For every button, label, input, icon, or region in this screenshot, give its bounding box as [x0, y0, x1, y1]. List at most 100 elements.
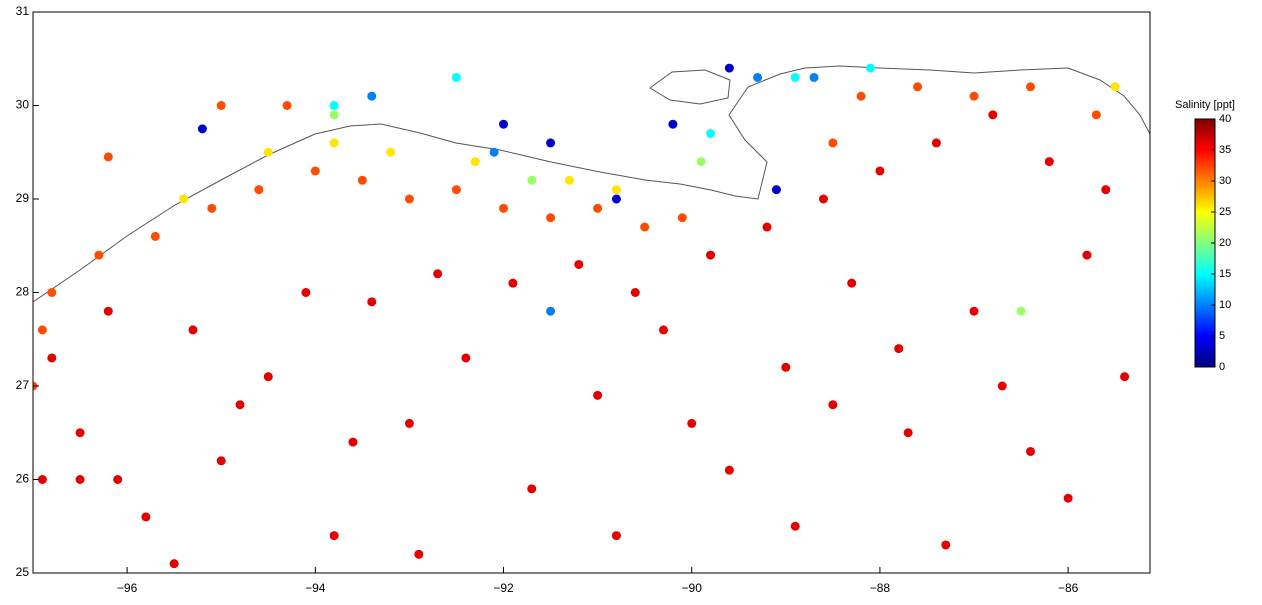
- sample-point: [574, 259, 584, 269]
- sample-point: [329, 101, 339, 110]
- sample-point: [386, 147, 396, 157]
- sample-point: [903, 428, 913, 438]
- sample-point: [75, 428, 85, 438]
- sample-point: [367, 297, 377, 307]
- sample-point: [668, 119, 678, 129]
- colorbar-tick-label: 15: [1219, 268, 1231, 280]
- sample-point: [696, 157, 706, 167]
- sample-point: [329, 138, 339, 148]
- sample-point: [1016, 306, 1026, 316]
- sample-point: [611, 194, 621, 204]
- sample-point: [969, 306, 979, 316]
- sample-point: [216, 456, 226, 466]
- sample-point: [254, 185, 264, 195]
- sample-point: [197, 124, 207, 134]
- sample-point: [611, 185, 621, 195]
- sample-point: [367, 91, 377, 101]
- sample-point: [47, 288, 57, 297]
- sample-point: [470, 157, 480, 167]
- sample-point: [1120, 372, 1130, 382]
- sample-point: [941, 540, 951, 550]
- sample-point: [451, 72, 461, 82]
- sample-point: [1025, 446, 1035, 456]
- sample-point: [790, 521, 800, 531]
- sample-point: [724, 63, 734, 73]
- colorbar-tick-label: 25: [1219, 206, 1231, 218]
- sample-point: [593, 203, 603, 213]
- y-tick-label: 29: [16, 191, 30, 205]
- sample-point: [527, 484, 537, 494]
- sample-point: [301, 288, 311, 297]
- lake-outline: [649, 69, 731, 105]
- sample-point: [527, 175, 537, 185]
- colorbar-tick-label: 0: [1219, 361, 1225, 373]
- colorbar-tick-label: 10: [1219, 299, 1231, 311]
- sample-point: [988, 110, 998, 120]
- sample-point: [37, 325, 47, 335]
- sample-point: [499, 119, 509, 129]
- sample-point: [263, 147, 273, 157]
- sample-point: [179, 194, 189, 204]
- x-tick-label: −86: [1058, 581, 1079, 595]
- y-tick-label: 28: [16, 285, 30, 299]
- y-tick-label: 31: [16, 4, 30, 18]
- sample-point: [969, 91, 979, 101]
- sample-point: [94, 250, 104, 260]
- sample-point: [818, 194, 828, 204]
- x-tick-label: −90: [682, 581, 703, 595]
- sample-point: [753, 72, 763, 82]
- sample-point: [875, 166, 885, 176]
- sample-point: [687, 418, 697, 428]
- sample-point: [451, 185, 461, 195]
- sample-point: [1091, 110, 1101, 120]
- y-tick-label: 25: [16, 565, 30, 579]
- sample-point: [762, 222, 772, 232]
- sample-point: [207, 203, 217, 213]
- sample-point: [433, 269, 443, 279]
- colorbar-label: Salinity [ppt]: [1175, 99, 1235, 111]
- sample-point: [828, 138, 838, 148]
- sample-point: [489, 147, 499, 157]
- x-tick-label: −92: [493, 581, 514, 595]
- sample-point: [216, 101, 226, 110]
- sample-point: [282, 101, 292, 110]
- sample-point: [997, 381, 1007, 391]
- sample-point: [1082, 250, 1092, 260]
- sample-point: [866, 63, 876, 73]
- sample-point: [593, 390, 603, 400]
- sample-point: [931, 138, 941, 148]
- colorbar-tick-label: 20: [1219, 237, 1231, 249]
- sample-point: [630, 288, 640, 297]
- sample-point: [1044, 157, 1054, 167]
- sample-point: [640, 222, 650, 232]
- sample-point: [103, 152, 113, 162]
- sample-point: [414, 549, 424, 559]
- sample-point: [263, 372, 273, 382]
- sample-point: [706, 129, 716, 139]
- x-tick-label: −96: [117, 581, 138, 595]
- sample-point: [546, 138, 556, 148]
- sample-point: [1025, 82, 1035, 92]
- colorbar-tick-label: 40: [1219, 113, 1231, 125]
- sample-point: [564, 175, 574, 185]
- coastline: [33, 65, 1150, 303]
- sample-point: [150, 231, 160, 241]
- sample-point: [404, 418, 414, 428]
- sample-point: [461, 353, 471, 363]
- colorbar-tick-label: 5: [1219, 330, 1225, 342]
- sample-point: [103, 306, 113, 316]
- y-tick-label: 26: [16, 472, 30, 486]
- sample-point: [809, 72, 819, 82]
- colorbar-tick-label: 35: [1219, 144, 1231, 156]
- x-tick-label: −94: [305, 581, 326, 595]
- sample-point: [1063, 493, 1073, 503]
- sample-point: [508, 278, 518, 288]
- sample-point: [37, 475, 47, 484]
- sample-point: [329, 110, 339, 120]
- sample-point: [499, 203, 509, 213]
- sample-point: [724, 465, 734, 475]
- sample-point: [348, 437, 358, 447]
- sample-point: [47, 353, 57, 363]
- sample-point: [404, 194, 414, 204]
- plot-frame: [32, 11, 1151, 574]
